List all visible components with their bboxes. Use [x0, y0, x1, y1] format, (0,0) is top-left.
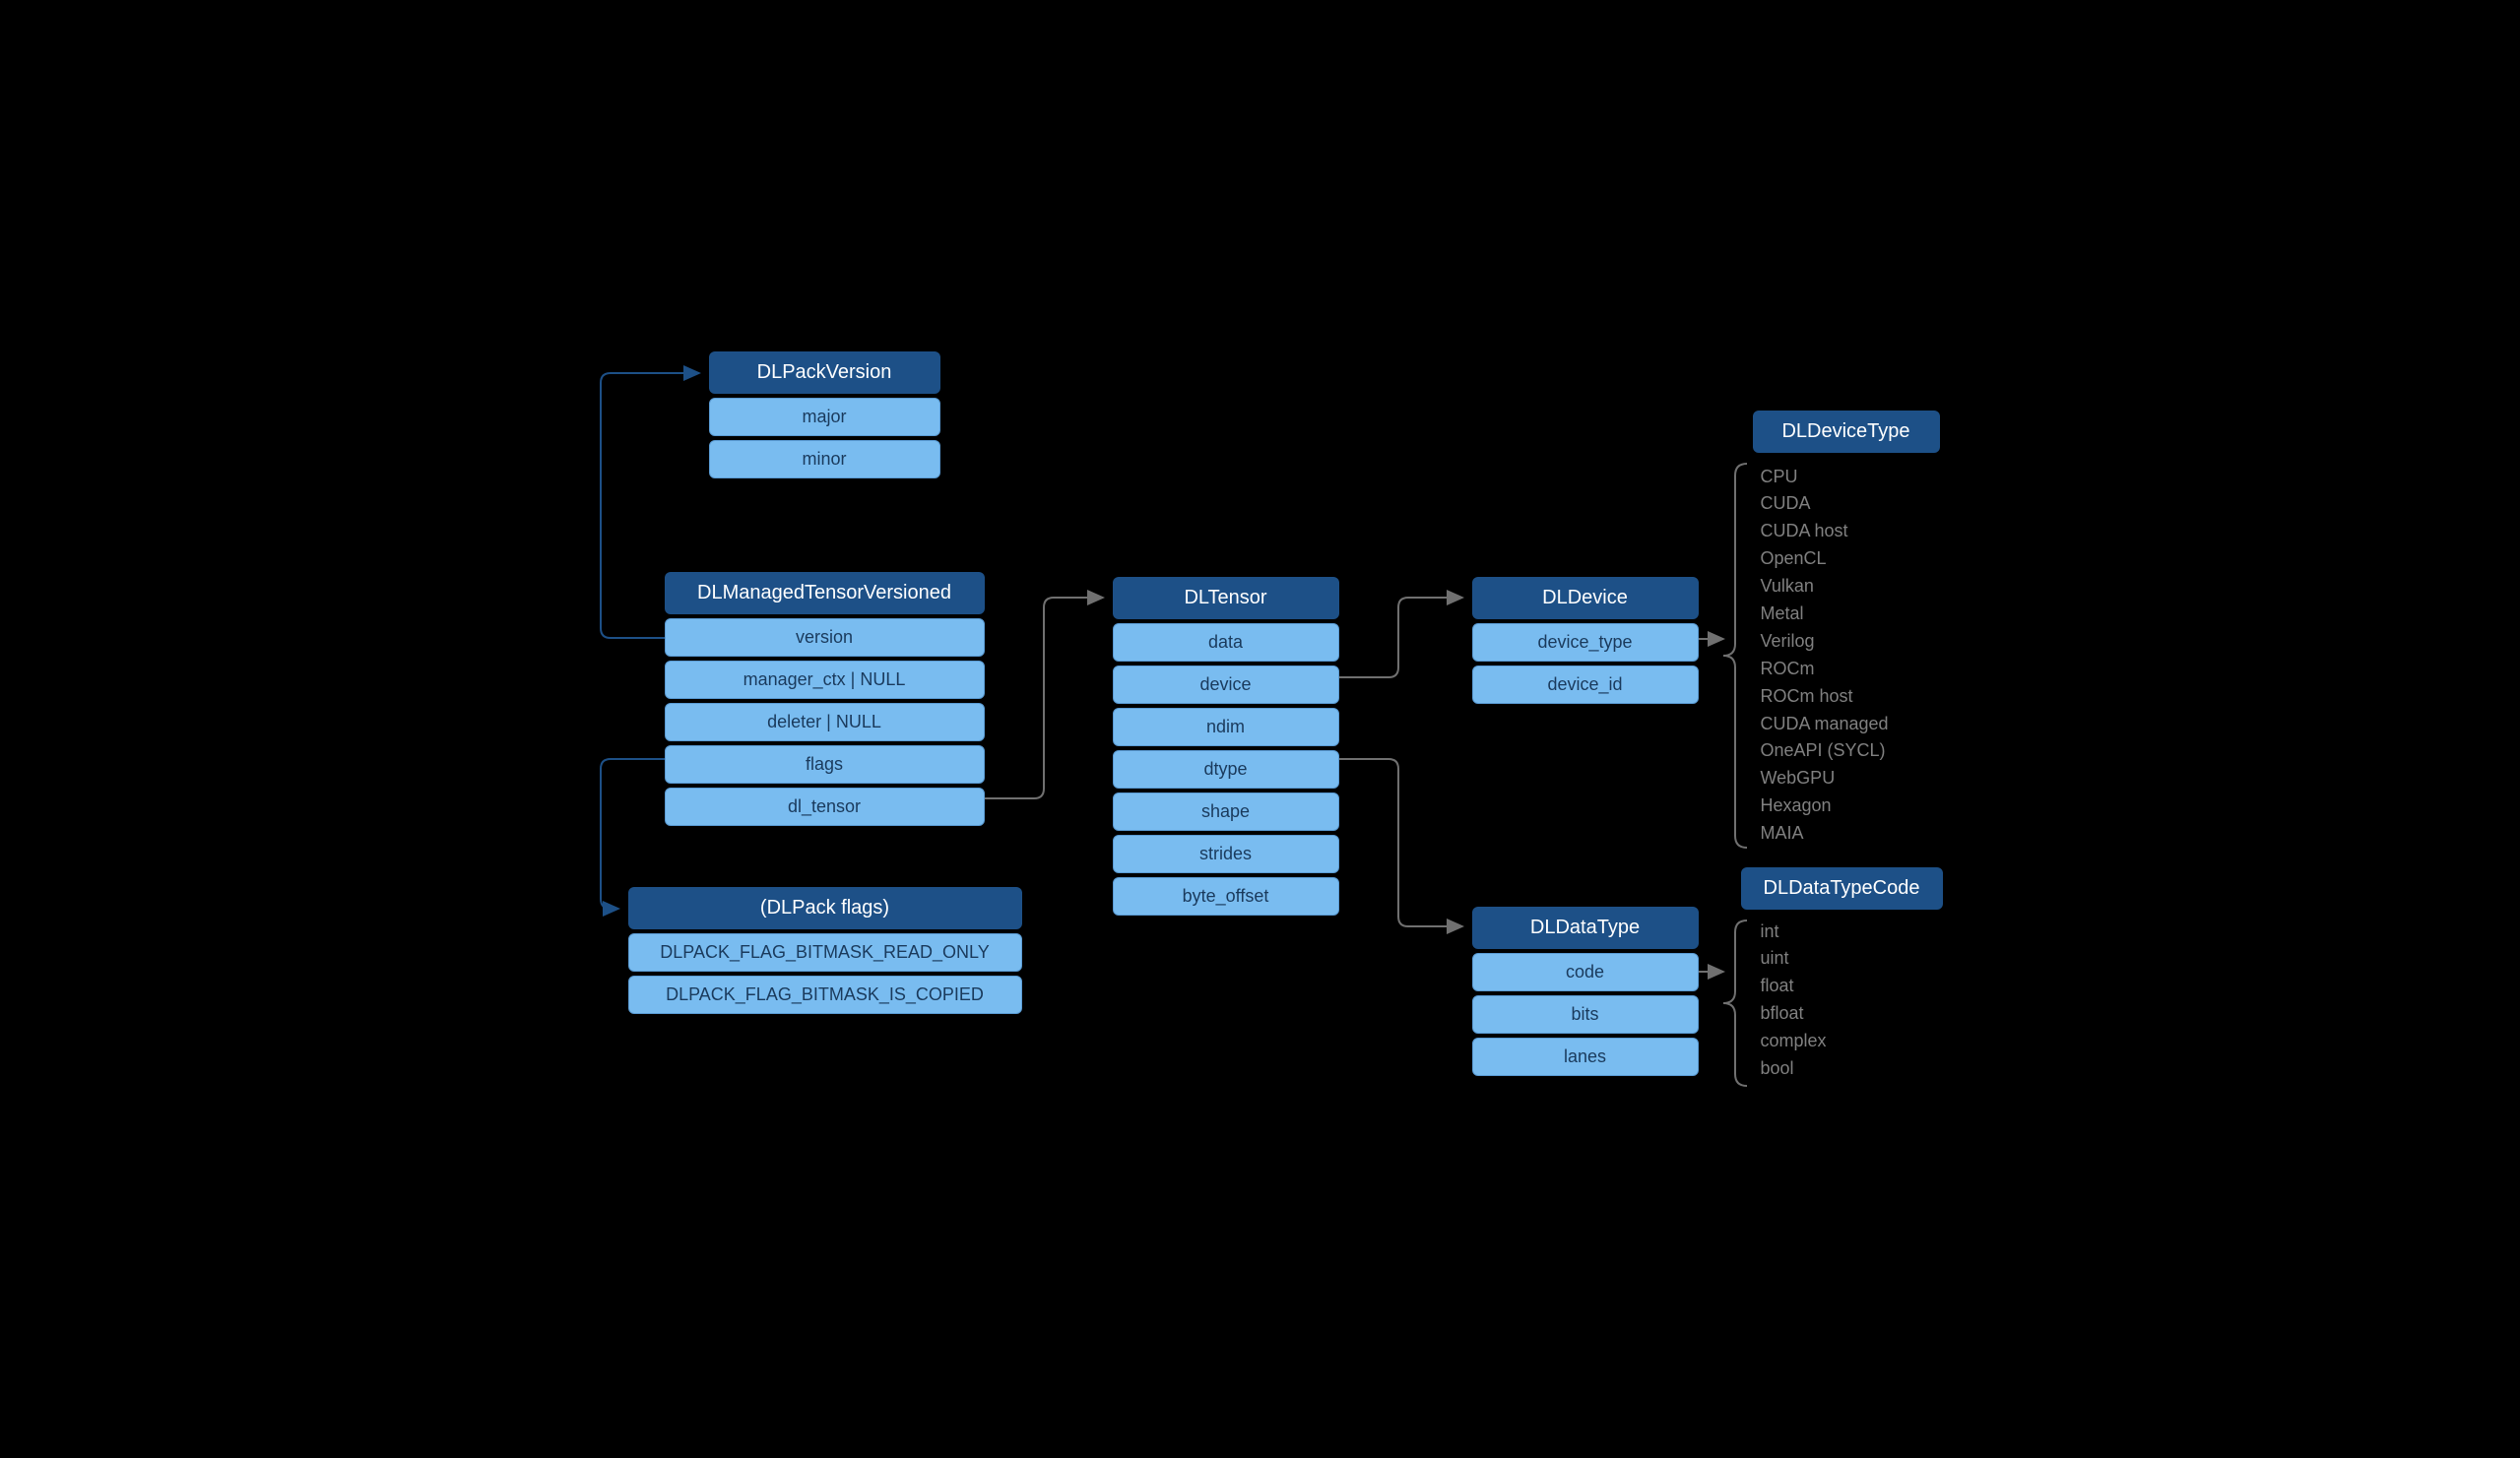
box-dltensor: DLTensor data device ndim dtype shape st…: [1113, 577, 1339, 916]
header-dltensor: DLTensor: [1113, 577, 1339, 619]
list-item: Vulkan: [1761, 573, 1889, 601]
box-dldatatypecode: DLDataTypeCode: [1741, 867, 1943, 910]
list-item: CUDA: [1761, 490, 1889, 518]
list-item: OneAPI (SYCL): [1761, 737, 1889, 765]
list-item: bfloat: [1761, 1000, 1827, 1028]
list-dldatatypecode: intuintfloatbfloatcomplexbool: [1761, 919, 1827, 1083]
list-item: CPU: [1761, 464, 1889, 491]
list-item: Hexagon: [1761, 792, 1889, 820]
field-lanes: lanes: [1472, 1038, 1699, 1076]
field-flags: flags: [665, 745, 985, 784]
field-bits: bits: [1472, 995, 1699, 1034]
field-byte-offset: byte_offset: [1113, 877, 1339, 916]
box-dlpackflags: (DLPack flags) DLPACK_FLAG_BITMASK_READ_…: [628, 887, 1022, 1014]
box-dldatatype: DLDataType code bits lanes: [1472, 907, 1699, 1076]
field-strides: strides: [1113, 835, 1339, 873]
list-item: ROCm host: [1761, 683, 1889, 711]
field-flag-readonly: DLPACK_FLAG_BITMASK_READ_ONLY: [628, 933, 1022, 972]
field-device-type: device_type: [1472, 623, 1699, 662]
field-minor: minor: [709, 440, 940, 478]
header-dlpackflags: (DLPack flags): [628, 887, 1022, 929]
header-dldevice: DLDevice: [1472, 577, 1699, 619]
box-dlmanaged: DLManagedTensorVersioned version manager…: [665, 572, 985, 826]
list-item: ROCm: [1761, 656, 1889, 683]
field-manager-ctx: manager_ctx | NULL: [665, 661, 985, 699]
field-version: version: [665, 618, 985, 657]
field-data: data: [1113, 623, 1339, 662]
list-item: uint: [1761, 945, 1827, 973]
list-item: complex: [1761, 1028, 1827, 1055]
field-flag-iscopied: DLPACK_FLAG_BITMASK_IS_COPIED: [628, 976, 1022, 1014]
list-item: OpenCL: [1761, 545, 1889, 573]
list-item: WebGPU: [1761, 765, 1889, 792]
field-device: device: [1113, 666, 1339, 704]
box-dldevice: DLDevice device_type device_id: [1472, 577, 1699, 704]
list-item: CUDA managed: [1761, 711, 1889, 738]
box-dldevicetype: DLDeviceType: [1753, 411, 1940, 453]
list-item: CUDA host: [1761, 518, 1889, 545]
list-item: Metal: [1761, 601, 1889, 628]
field-dl-tensor: dl_tensor: [665, 788, 985, 826]
list-item: Verilog: [1761, 628, 1889, 656]
header-dlpackversion: DLPackVersion: [709, 351, 940, 394]
list-item: bool: [1761, 1055, 1827, 1083]
field-code: code: [1472, 953, 1699, 991]
field-ndim: ndim: [1113, 708, 1339, 746]
list-item: MAIA: [1761, 820, 1889, 848]
header-dldatatype: DLDataType: [1472, 907, 1699, 949]
field-shape: shape: [1113, 792, 1339, 831]
list-dldevicetype: CPUCUDACUDA hostOpenCLVulkanMetalVerilog…: [1761, 464, 1889, 848]
field-major: major: [709, 398, 940, 436]
header-dlmanaged: DLManagedTensorVersioned: [665, 572, 985, 614]
field-dtype: dtype: [1113, 750, 1339, 789]
list-item: int: [1761, 919, 1827, 946]
field-device-id: device_id: [1472, 666, 1699, 704]
list-item: float: [1761, 973, 1827, 1000]
field-deleter: deleter | NULL: [665, 703, 985, 741]
header-dldevicetype: DLDeviceType: [1753, 411, 1940, 453]
box-dlpackversion: DLPackVersion major minor: [709, 351, 940, 478]
header-dldatatypecode: DLDataTypeCode: [1741, 867, 1943, 910]
diagram-canvas: DLPackVersion major minor DLManagedTenso…: [532, 326, 1989, 1133]
